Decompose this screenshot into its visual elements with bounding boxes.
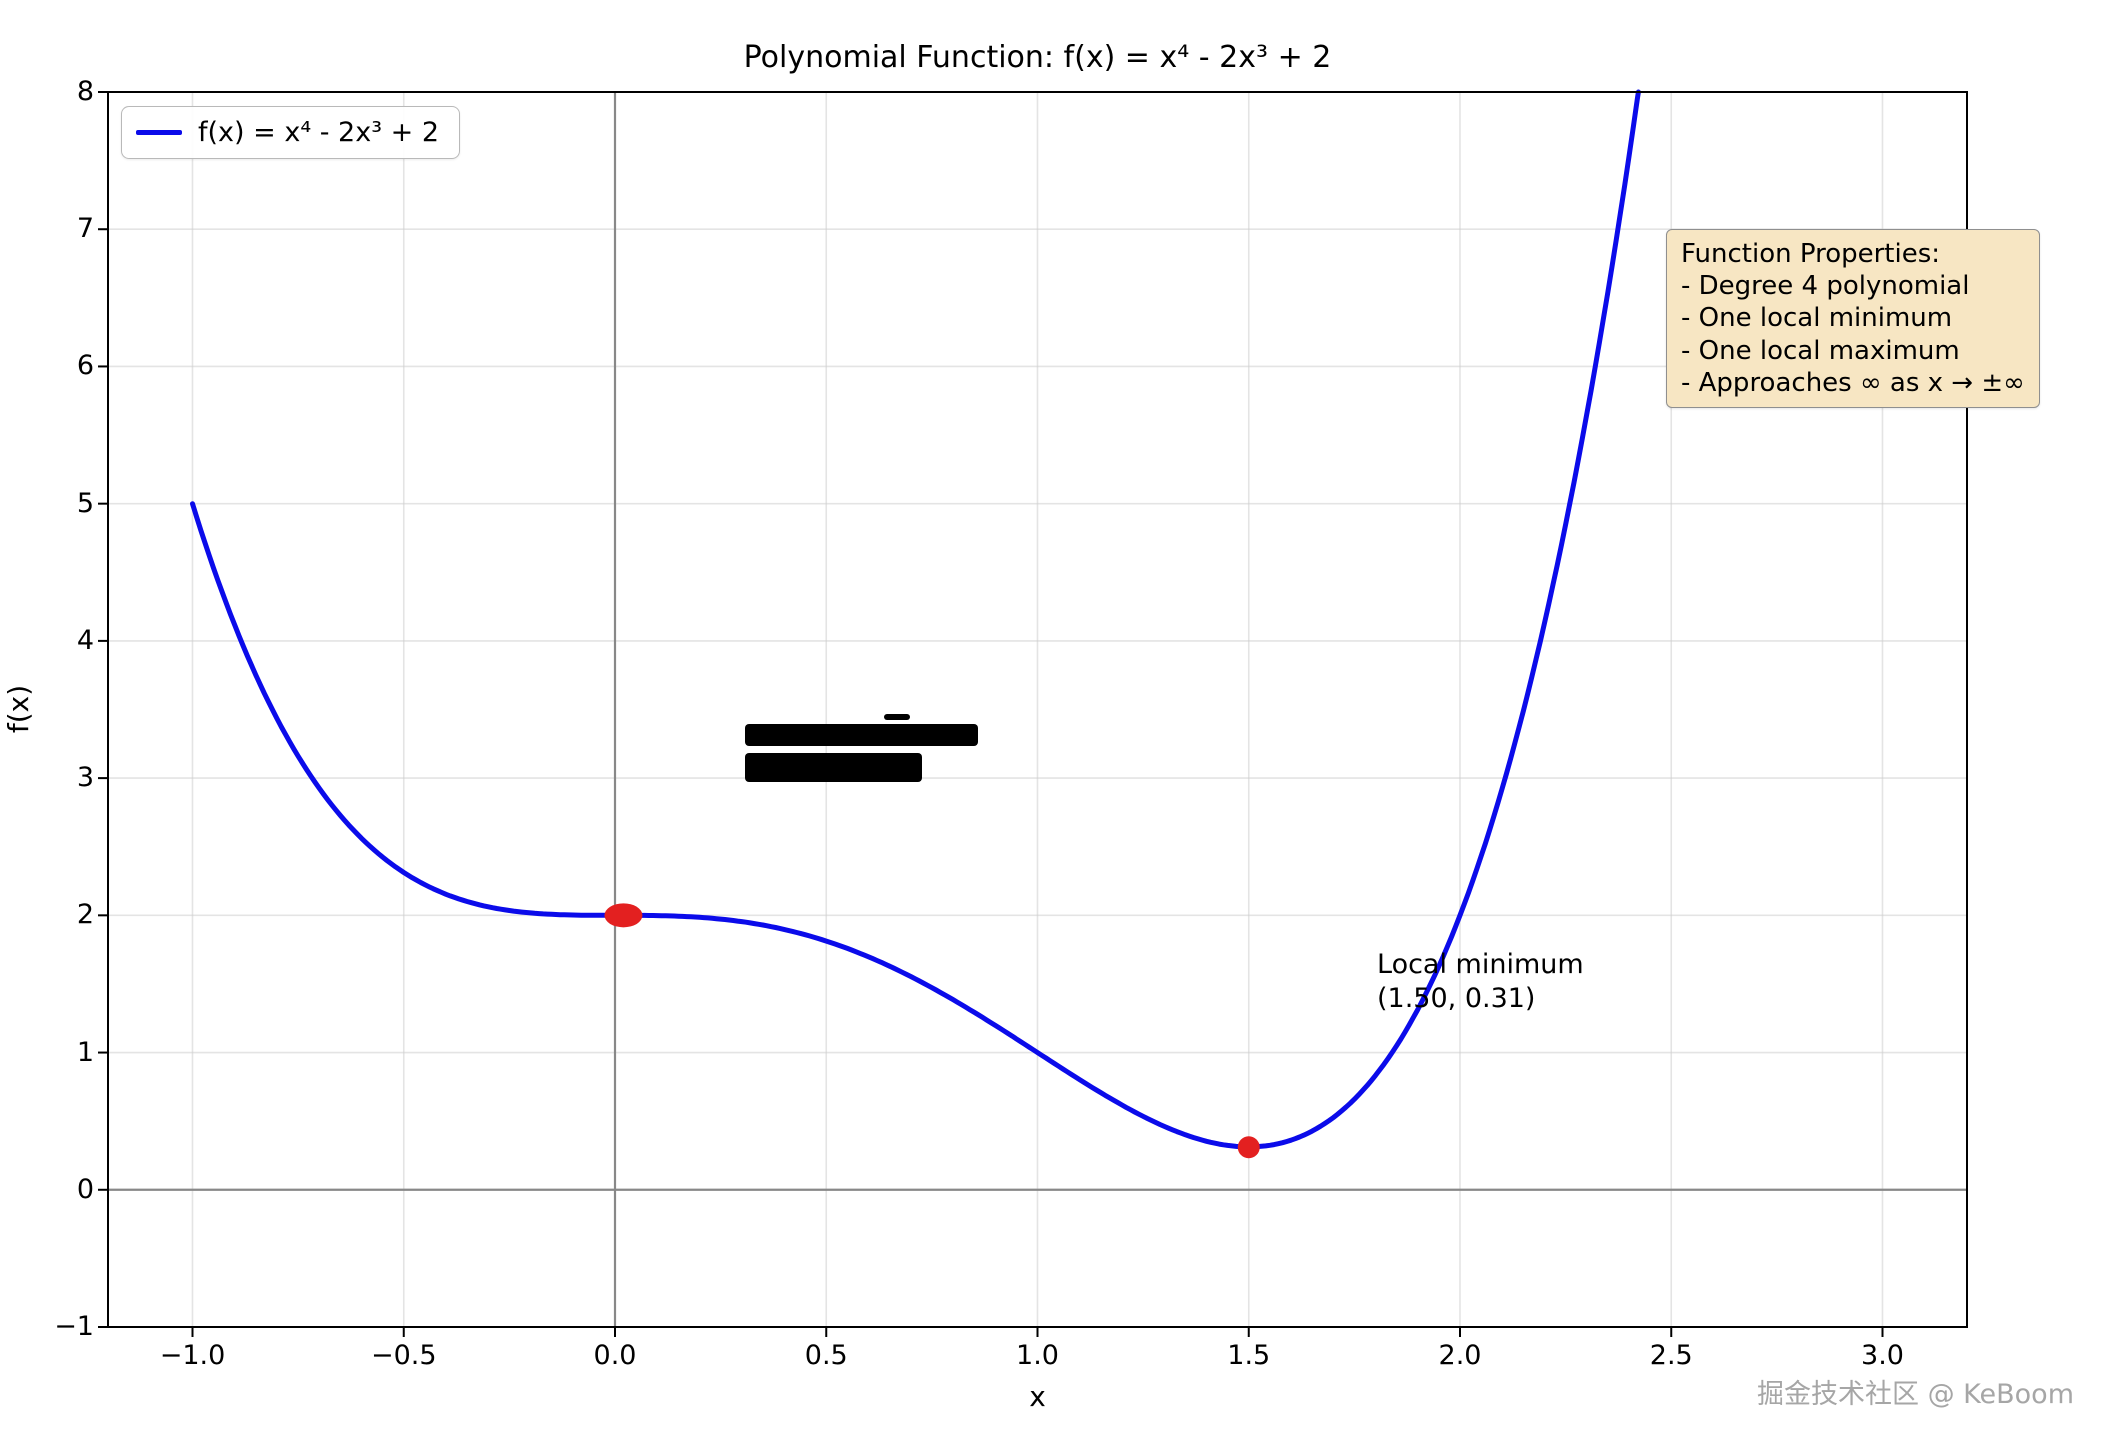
properties-line: - Degree 4 polynomial: [1681, 271, 1970, 302]
y-tick-label: 4: [76, 624, 94, 656]
x-tick-label: 2.5: [1649, 1340, 1693, 1371]
x-tick-label: 2.0: [1438, 1340, 1482, 1371]
legend: f(x) = x⁴ - 2x³ + 2: [121, 106, 460, 159]
x-tick-label: 3.0: [1861, 1340, 1904, 1371]
properties-line: - One local maximum: [1681, 335, 1960, 366]
chart-title: Polynomial Function: f(x) = x⁴ - 2x³ + 2: [743, 40, 1332, 75]
x-tick-label: −1.0: [159, 1340, 226, 1371]
legend-line-swatch: [136, 130, 182, 135]
y-tick-label: 7: [76, 213, 94, 245]
y-tick-label: 8: [76, 76, 94, 107]
local-minimum-annotation: Local minimum (1.50, 0.31): [1377, 948, 1584, 1016]
local-minimum-label: Local minimum: [1377, 949, 1584, 980]
redacted-annotation-bar: [884, 714, 910, 720]
properties-line: Function Properties:: [1681, 239, 1941, 269]
y-tick-label: −1: [54, 1311, 94, 1342]
function-properties-box: Function Properties: - Degree 4 polynomi…: [1666, 229, 2040, 409]
y-axis-label: f(x): [2, 684, 35, 734]
x-axis-label: x: [1029, 1380, 1046, 1413]
function-curve: [190, 89, 1641, 1150]
properties-line: - One local minimum: [1681, 303, 1953, 334]
legend-label: f(x) = x⁴ - 2x³ + 2: [198, 117, 439, 148]
y-tick-label: 0: [76, 1173, 94, 1205]
data-point: [604, 903, 643, 928]
x-tick-label: 0.0: [593, 1340, 637, 1371]
x-tick-label: 0.5: [804, 1340, 848, 1371]
y-tick-label: 1: [76, 1036, 94, 1068]
x-tick-label: 1.0: [1016, 1340, 1059, 1371]
y-tick-label: 2: [76, 899, 94, 931]
data-point: [1237, 1136, 1260, 1159]
x-tick-label: 1.5: [1227, 1340, 1271, 1371]
properties-line: - Approaches ∞ as x → ±∞: [1681, 367, 2025, 398]
local-minimum-coords: (1.50, 0.31): [1377, 982, 1536, 1014]
x-tick-label: −0.5: [370, 1340, 437, 1371]
watermark: 掘金技术社区 @ KeBoom: [1757, 1379, 2074, 1410]
y-tick-label: 6: [76, 350, 94, 382]
y-tick-label: 3: [76, 762, 94, 794]
y-tick-label: 5: [76, 487, 94, 519]
redacted-annotation-bar: [745, 724, 978, 746]
redacted-annotation-bar: [745, 753, 922, 782]
